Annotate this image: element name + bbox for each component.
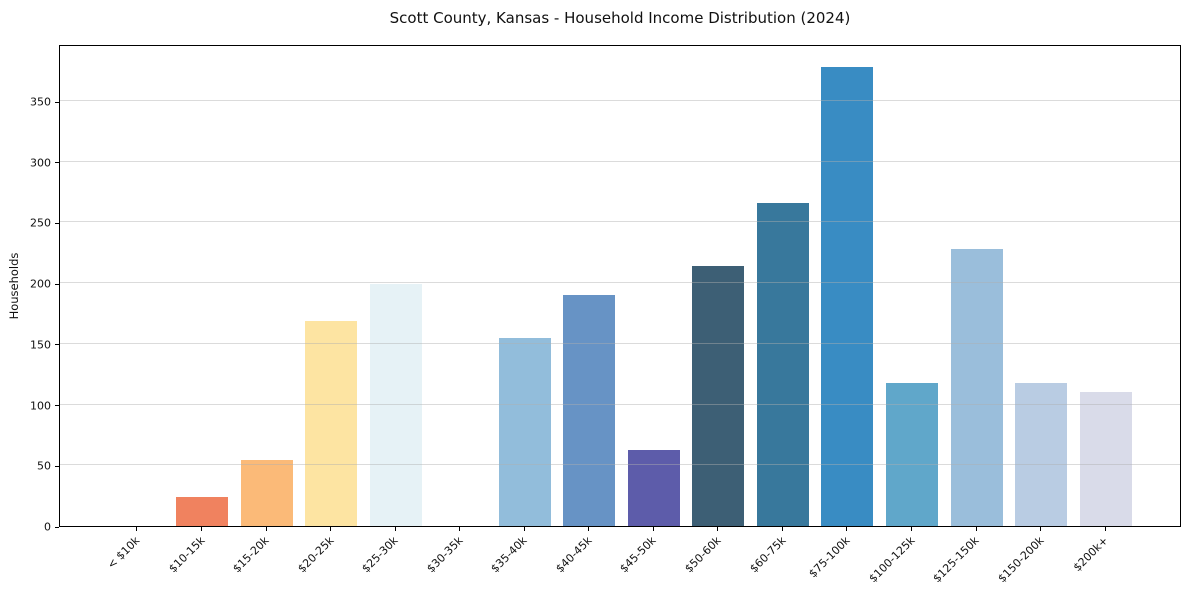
y-tick-mark-300	[55, 162, 59, 164]
x-tick-mark-$200k+	[1104, 527, 1106, 531]
x-tick-mark-$150-200k	[1040, 527, 1042, 531]
x-tick-mark-$75-100k	[846, 527, 848, 531]
y-tick-label-300: 300	[30, 156, 51, 170]
x-tick-mark-$40-45k	[588, 527, 590, 531]
gridline-250	[60, 221, 1180, 223]
bar-$35-40k	[498, 337, 551, 526]
bar-$50-60k	[692, 266, 745, 526]
y-tick-mark-0	[55, 526, 59, 528]
plot-area	[59, 45, 1181, 527]
x-tick-mark-$125-150k	[975, 527, 977, 531]
bar-$10-15k	[175, 496, 228, 526]
gridline-50	[60, 464, 1180, 466]
gridline-150	[60, 342, 1180, 344]
gridline-350	[60, 100, 1180, 102]
y-tick-mark-50	[55, 465, 59, 467]
y-tick-label-50: 50	[37, 459, 51, 473]
x-tick-mark-$100-125k	[911, 527, 912, 531]
y-tick-mark-200	[55, 283, 59, 285]
gridline-200	[60, 282, 1180, 284]
y-tick-mark-250	[55, 222, 59, 224]
y-tick-label-150: 150	[30, 338, 51, 352]
bar-$75-100k	[821, 67, 874, 526]
bar-$25-30k	[369, 284, 422, 526]
x-tick-mark-$15-20k	[265, 527, 267, 531]
y-tick-label-350: 350	[30, 95, 51, 109]
bar-$200k+	[1079, 392, 1132, 526]
bar-$150-200k	[1015, 382, 1068, 526]
x-tick-mark-$20-25k	[330, 527, 332, 531]
bar-$20-25k	[305, 320, 358, 526]
y-tick-label-100: 100	[30, 399, 51, 413]
x-tick-mark-$45-50k	[652, 527, 654, 531]
bar-$45-50k	[627, 449, 680, 526]
x-tick-mark-$60-75k	[781, 527, 783, 531]
bar-$100-125k	[886, 382, 938, 526]
x-tick-mark-$35-40k	[523, 527, 525, 531]
bar-$60-75k	[756, 203, 809, 526]
bar-$15-20k	[240, 460, 293, 526]
x-tick-mark-$25-30k	[394, 527, 396, 531]
y-tick-mark-100	[55, 405, 59, 407]
x-tick-mark-< $10k	[136, 527, 138, 531]
y-tick-mark-350	[55, 101, 59, 103]
chart-title: Scott County, Kansas - Household Income …	[389, 9, 851, 27]
gridline-100	[60, 403, 1180, 405]
x-tick-mark-$10-15k	[200, 527, 202, 531]
bar-$40-45k	[563, 295, 616, 526]
bar-$125-150k	[950, 249, 1003, 526]
gridline-300	[60, 160, 1180, 162]
y-tick-label-0: 0	[44, 520, 51, 534]
x-tick-mark-$30-35k	[459, 527, 461, 531]
y-tick-label-250: 250	[30, 216, 51, 230]
y-tick-mark-150	[55, 344, 59, 346]
x-tick-mark-$50-60k	[717, 527, 719, 531]
y-tick-label-200: 200	[30, 277, 51, 291]
